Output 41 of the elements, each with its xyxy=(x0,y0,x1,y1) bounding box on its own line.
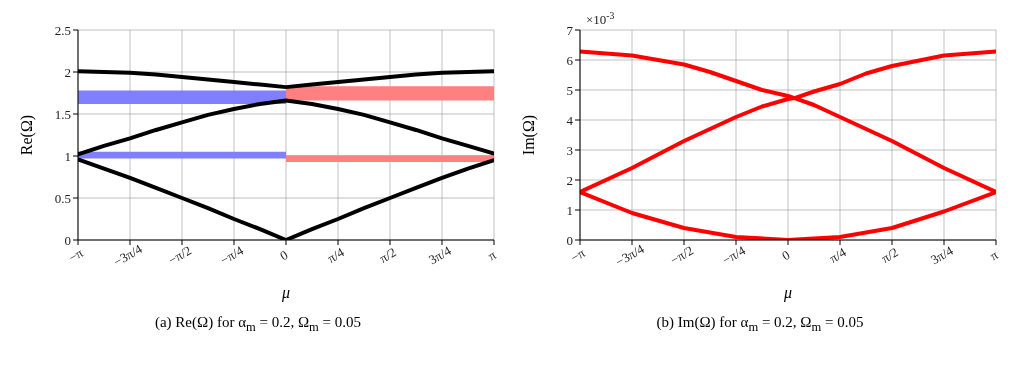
y-tick-label: 3 xyxy=(566,142,573,158)
x-tick-label: −3π/4 xyxy=(612,240,648,270)
y-tick-label: 7 xyxy=(566,22,574,38)
y-tick-label: 1 xyxy=(566,202,573,218)
y-tick-label: 2.5 xyxy=(54,22,71,38)
x-tick-label: π xyxy=(485,246,499,264)
x-tick-label: 0 xyxy=(277,246,291,264)
x-tick-label: −π/2 xyxy=(667,242,696,268)
x-tick-label: 3π/4 xyxy=(425,242,454,268)
x-axis-title: μ xyxy=(280,284,291,302)
text: (b) Im(Ω) for α$_{m}$ = 0.2, Ω$_{m}$ = 0.05 xyxy=(655,314,865,335)
x-axis-title: μ xyxy=(782,284,793,302)
y-tick-label: 1 xyxy=(64,148,71,164)
x-tick-label: −π xyxy=(567,244,588,266)
bar xyxy=(286,86,494,101)
x-tick-label: −π xyxy=(65,244,86,266)
bar xyxy=(286,155,494,162)
x-tick-label: π/4 xyxy=(324,244,348,266)
y-tick-label: 2 xyxy=(64,64,71,80)
x-tick-label: π/4 xyxy=(826,244,850,266)
y-tick-label: 4 xyxy=(566,112,574,128)
x-tick-label: −π/4 xyxy=(217,242,247,268)
y-tick-label: 1.5 xyxy=(54,106,71,122)
x-tick-label: −π/2 xyxy=(165,242,194,268)
bar xyxy=(78,151,286,159)
y-tick-label: 0.5 xyxy=(54,190,71,206)
y-tick-label: 2 xyxy=(566,172,573,188)
x-tick-label: −3π/4 xyxy=(110,240,146,270)
text: (a) Re(Ω) for α$_{m}$ = 0.2, Ω$_{m}$ = 0.05 xyxy=(153,314,363,335)
y-axis-title: Im(Ω) xyxy=(519,114,538,156)
x-tick-label: π/2 xyxy=(376,244,399,266)
x-tick-label: π/2 xyxy=(878,244,901,266)
x-tick-label: −π/4 xyxy=(719,242,749,268)
x-tick-label: 3π/4 xyxy=(927,242,956,268)
y-tick-label: 5 xyxy=(566,82,573,98)
y-tick-label: 6 xyxy=(566,52,574,68)
bar xyxy=(78,90,286,104)
x-tick-label: 0 xyxy=(779,246,793,264)
text: ×10$^{-3}$ xyxy=(586,9,615,27)
x-tick-label: π xyxy=(987,246,1001,264)
y-axis-title: Re(Ω) xyxy=(17,114,36,156)
